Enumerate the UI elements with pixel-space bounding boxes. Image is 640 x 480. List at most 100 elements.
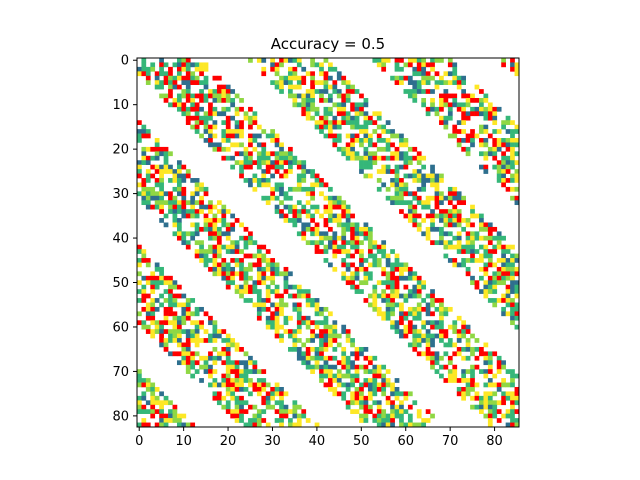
heatmap-cell	[256, 58, 262, 63]
heatmap-cell	[487, 378, 493, 383]
heatmap-cell	[265, 195, 271, 201]
heatmap-cell	[487, 249, 493, 254]
heatmap-cell	[203, 204, 209, 210]
heatmap-cell	[407, 93, 413, 99]
heatmap-cell	[243, 351, 249, 357]
heatmap-cell	[279, 418, 284, 423]
heatmap-cell	[501, 400, 506, 406]
heatmap-cell	[359, 253, 364, 259]
heatmap-cell	[279, 200, 284, 206]
heatmap-cell	[425, 311, 431, 317]
heatmap-cell	[510, 142, 515, 148]
heatmap-cell	[270, 164, 275, 170]
heatmap-cell	[403, 62, 409, 68]
heatmap-cell	[292, 155, 298, 161]
heatmap-cell	[474, 355, 480, 361]
y-tick-label: 10	[112, 98, 129, 113]
heatmap-cell	[461, 129, 466, 134]
heatmap-cell	[394, 151, 400, 157]
heatmap-cell	[185, 364, 191, 370]
heatmap-cell	[474, 84, 480, 90]
heatmap-cell	[354, 133, 360, 139]
heatmap-cell	[154, 400, 160, 406]
heatmap-cell	[141, 324, 147, 330]
heatmap-cell	[479, 266, 484, 272]
heatmap-cell	[225, 89, 231, 94]
heatmap-cell	[483, 124, 489, 130]
heatmap-cell	[372, 355, 378, 361]
heatmap-cell	[403, 173, 409, 179]
heatmap-cell	[190, 320, 196, 326]
heatmap-cell	[185, 213, 191, 219]
heatmap-cell	[390, 271, 395, 277]
heatmap-cell	[328, 111, 333, 117]
heatmap-cell	[323, 204, 329, 210]
heatmap-cell	[248, 418, 253, 423]
heatmap-cell	[279, 186, 284, 192]
heatmap-cell	[430, 293, 435, 299]
heatmap-cell	[407, 191, 413, 197]
heatmap-cell	[323, 231, 329, 237]
plot-frame	[136, 57, 520, 428]
heatmap-cell	[176, 351, 182, 357]
heatmap-cell	[505, 164, 511, 170]
heatmap-cell	[194, 338, 200, 343]
heatmap-cell	[203, 364, 209, 370]
heatmap-cell	[292, 293, 298, 299]
heatmap-cell	[350, 338, 355, 343]
heatmap-cell	[412, 209, 418, 214]
heatmap-cell	[470, 209, 475, 214]
heatmap-cell	[283, 173, 289, 179]
heatmap-cell	[159, 169, 164, 174]
heatmap-cell	[256, 164, 262, 170]
heatmap-cell	[199, 93, 204, 99]
heatmap-cell	[367, 360, 373, 366]
heatmap-cell	[314, 244, 320, 250]
heatmap-cell	[412, 218, 418, 223]
heatmap-cell	[492, 226, 498, 232]
heatmap-cell	[332, 253, 338, 259]
heatmap-cell	[310, 346, 315, 352]
heatmap-cell	[376, 155, 382, 161]
heatmap-cell	[363, 151, 369, 157]
heatmap-cell	[203, 115, 209, 121]
heatmap-cell	[501, 298, 506, 303]
heatmap-cell	[234, 93, 240, 99]
heatmap-cell	[470, 235, 475, 241]
heatmap-cell	[208, 364, 213, 370]
heatmap-cell	[296, 311, 302, 317]
heatmap-cell	[514, 142, 520, 148]
heatmap-cell	[456, 142, 462, 148]
heatmap-cell	[474, 284, 480, 290]
heatmap-cell	[496, 142, 502, 148]
heatmap-cell	[390, 422, 395, 428]
heatmap-cell	[332, 320, 338, 326]
heatmap-cell	[345, 111, 351, 117]
heatmap-cell	[510, 369, 515, 374]
heatmap-cell	[456, 75, 462, 81]
heatmap-cell	[359, 102, 364, 108]
heatmap-cell	[154, 71, 160, 77]
heatmap-cell	[461, 146, 466, 152]
heatmap-cell	[194, 124, 200, 130]
heatmap-cell	[283, 218, 289, 223]
heatmap-cell	[474, 404, 480, 410]
heatmap-cell	[385, 120, 391, 125]
heatmap-cell	[248, 262, 253, 268]
heatmap-cell	[256, 271, 262, 277]
heatmap-cell	[141, 422, 147, 428]
heatmap-cell	[265, 395, 271, 401]
heatmap-cell	[359, 400, 364, 406]
heatmap-cell	[461, 106, 466, 112]
heatmap-cell	[288, 204, 293, 210]
heatmap-cell	[510, 311, 515, 317]
heatmap-cell	[234, 129, 240, 134]
heatmap-cell	[452, 129, 458, 134]
heatmap-cell	[430, 226, 435, 232]
heatmap-cell	[505, 120, 511, 125]
heatmap-cell	[208, 89, 213, 94]
heatmap-cell	[310, 62, 315, 68]
heatmap-cell	[274, 66, 280, 72]
heatmap-cell	[274, 186, 280, 192]
heatmap-cell	[252, 253, 258, 259]
